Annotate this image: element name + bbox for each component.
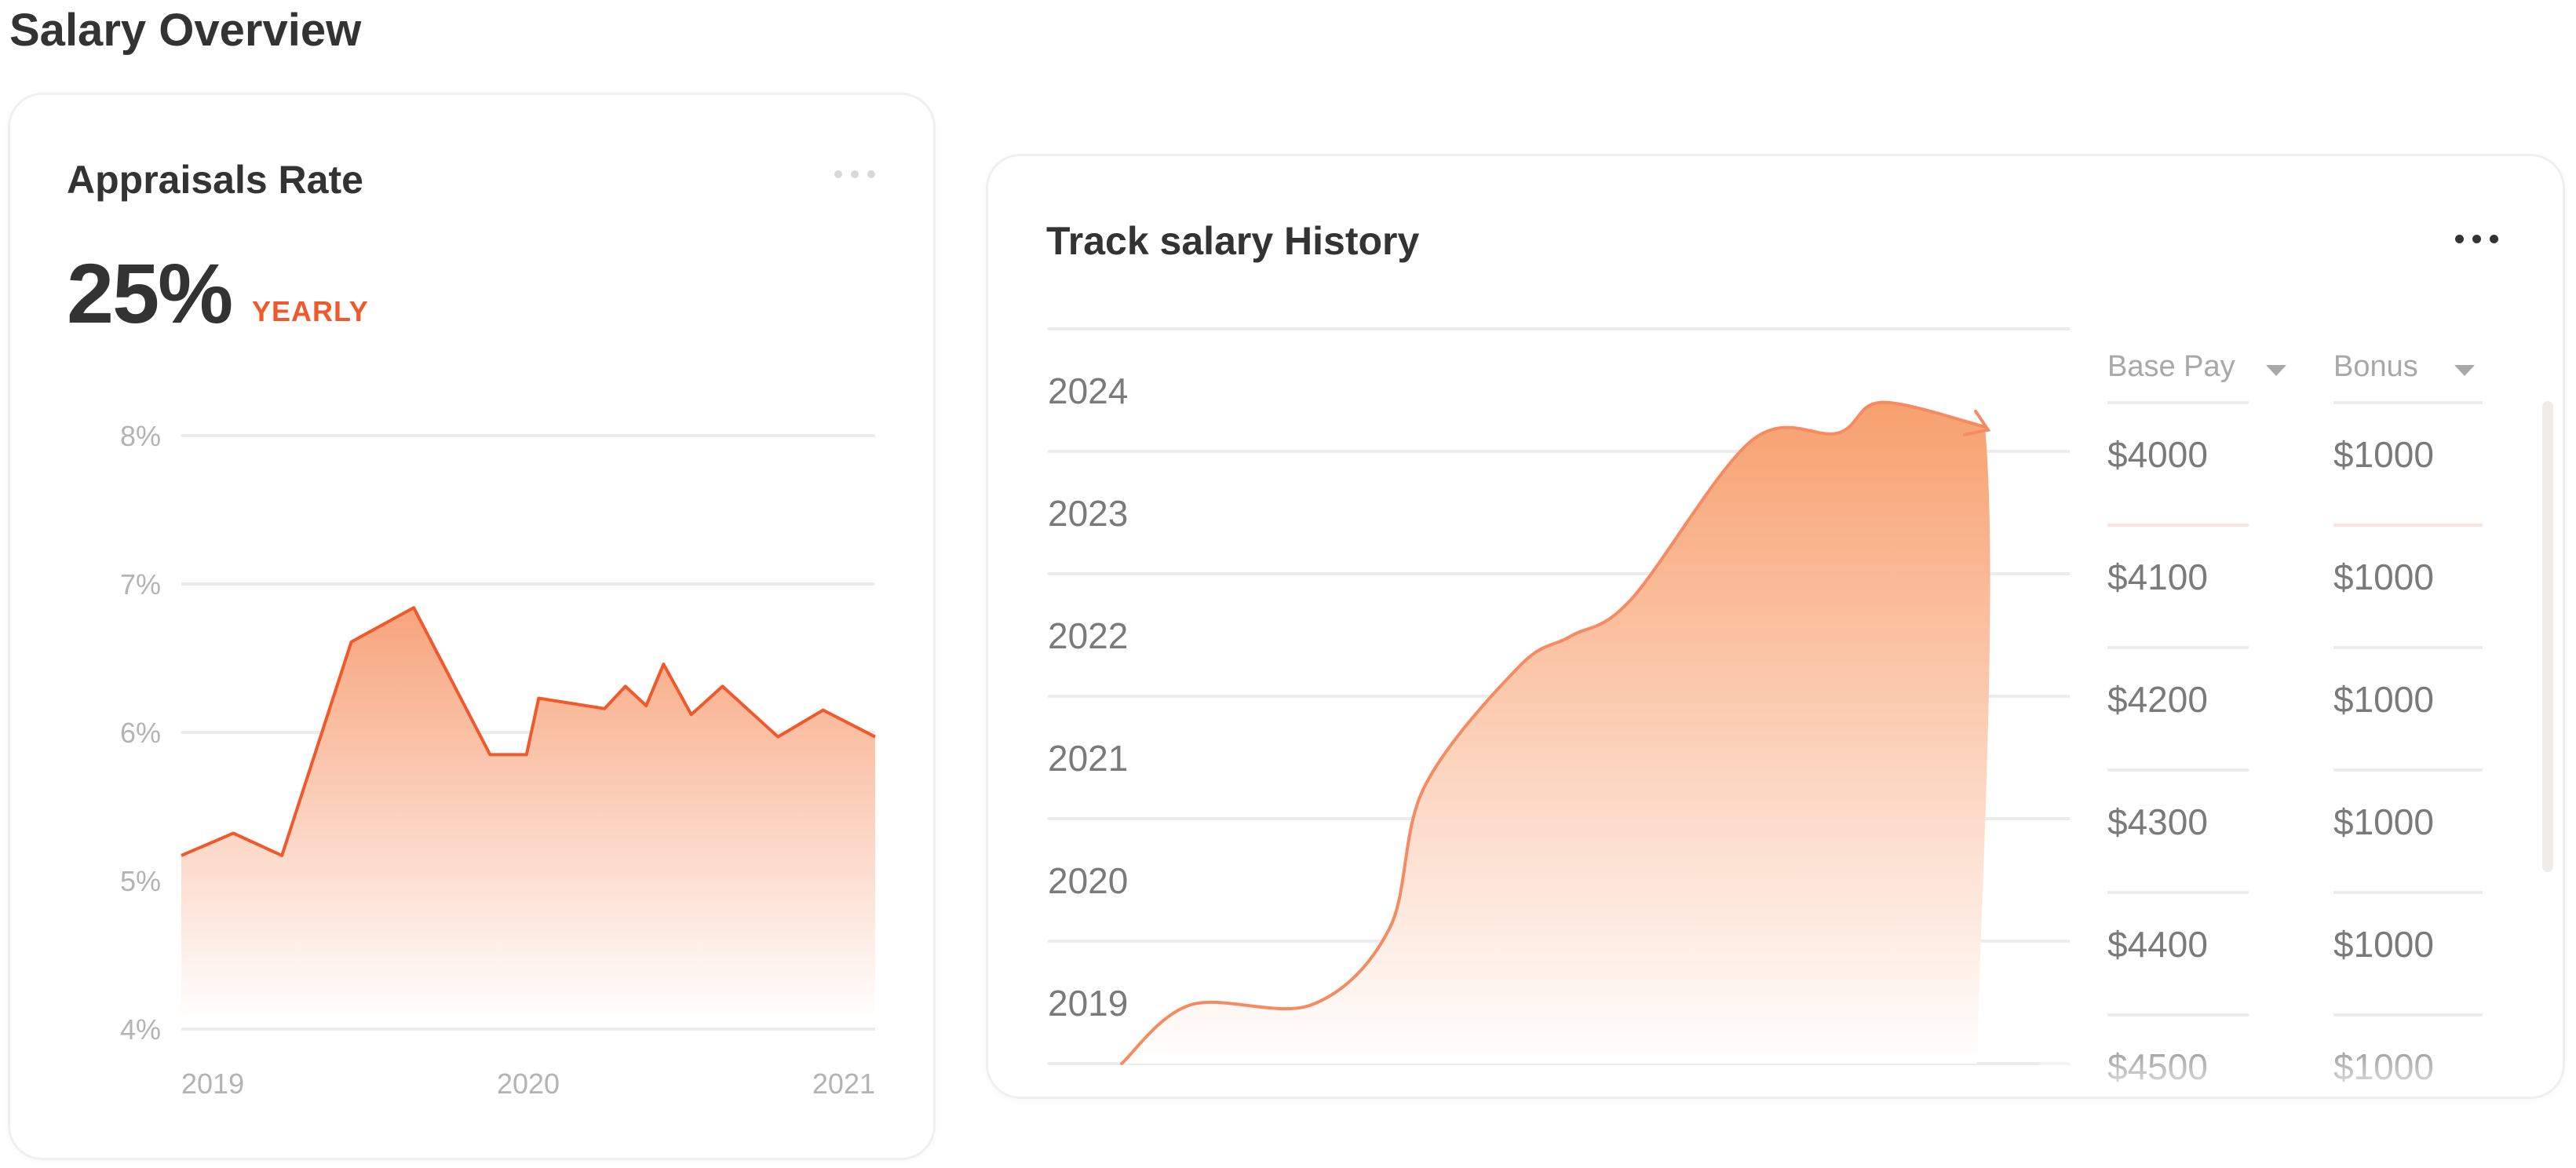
y-tick-label: 5% <box>120 865 161 897</box>
bonus-cell: $1000 <box>2333 434 2434 475</box>
caret-down-icon[interactable] <box>2454 365 2475 376</box>
card-title: Track salary History <box>1046 219 1420 263</box>
scrollbar-thumb[interactable] <box>2542 401 2553 872</box>
base-pay-cell: $4300 <box>2107 801 2208 842</box>
bonus-cell: $1000 <box>2333 679 2434 720</box>
year-label: 2019 <box>1048 983 1128 1024</box>
column-header-base-pay[interactable]: Base Pay <box>2107 350 2235 383</box>
card-title: Appraisals Rate <box>67 158 363 202</box>
y-tick-label: 7% <box>120 568 161 600</box>
base-pay-cell: $4500 <box>2107 1046 2208 1087</box>
caret-down-icon[interactable] <box>2266 365 2286 376</box>
dot <box>851 170 859 178</box>
arrow-head <box>1963 409 1991 436</box>
period-label: YEARLY <box>252 295 369 327</box>
table-scrollbar[interactable] <box>2542 401 2553 872</box>
y-tick-label: 4% <box>120 1013 161 1046</box>
x-tick-label: 2021 <box>812 1068 875 1100</box>
x-tick-label: 2019 <box>181 1068 244 1100</box>
base-pay-cell: $4100 <box>2107 557 2208 597</box>
year-label: 2023 <box>1048 493 1128 534</box>
page-title: Salary Overview <box>9 5 362 56</box>
area-fill <box>181 608 875 1021</box>
dot <box>2490 235 2498 243</box>
more-options-icon[interactable] <box>2455 235 2498 243</box>
bonus-cell: $1000 <box>2333 1046 2434 1087</box>
appraisals-chart: 8% 7% 6% 5% 4% 2019 2020 2021 <box>120 420 876 1100</box>
dot <box>834 170 842 178</box>
appraisal-rate-value: 25% <box>67 246 233 341</box>
dot <box>867 170 875 178</box>
series-line <box>1120 400 1987 1065</box>
year-label: 2021 <box>1048 738 1128 779</box>
area-fill <box>1122 402 1990 1064</box>
bonus-cell: $1000 <box>2333 557 2434 597</box>
year-label: 2020 <box>1048 860 1128 901</box>
salary-history-card: Track salary History 2024 2023 2022 2021 202… <box>986 154 2565 1099</box>
bonus-cell: $1000 <box>2333 924 2434 965</box>
appraisals-rate-card: Appraisals Rate 25% YEARLY 8% 7% 6% 5% 4% 201… <box>8 93 936 1160</box>
y-tick-label: 8% <box>120 420 161 452</box>
base-pay-cell: $4400 <box>2107 924 2208 965</box>
more-options-icon[interactable] <box>834 170 875 178</box>
bonus-cell: $1000 <box>2333 801 2434 842</box>
base-pay-cell: $4000 <box>2107 434 2208 475</box>
salary-history-chart: 2024 2023 2022 2021 2020 2019 Base Pay Bonus $40… <box>1048 327 2483 1087</box>
dot <box>2472 235 2481 243</box>
base-pay-cell: $4200 <box>2107 679 2208 720</box>
x-tick-label: 2020 <box>497 1068 560 1100</box>
year-label: 2022 <box>1048 615 1128 656</box>
dot <box>2455 235 2464 243</box>
column-header-bonus[interactable]: Bonus <box>2333 350 2418 383</box>
year-label: 2024 <box>1048 370 1128 411</box>
y-tick-label: 6% <box>120 717 161 749</box>
